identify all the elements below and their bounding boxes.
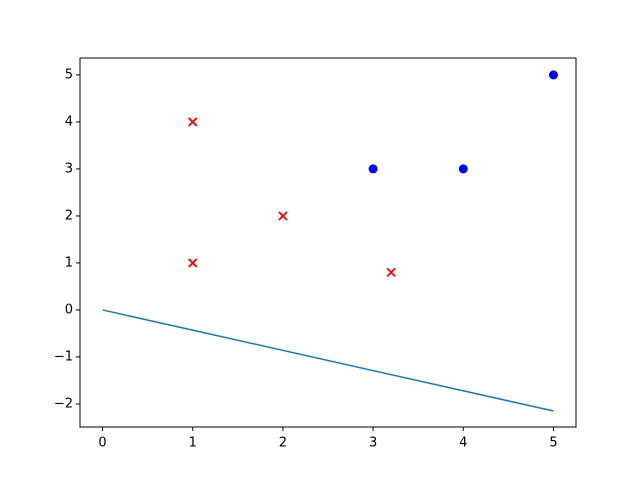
point (548, 70, 558, 80)
x-tick-label: 5 (549, 436, 557, 451)
point (188, 258, 198, 268)
y-tick-label: −1 (54, 349, 73, 364)
y-tick-label: 3 (65, 161, 73, 176)
point (188, 117, 198, 127)
plot-frame (79, 57, 577, 428)
y-tick-label: 0 (65, 302, 73, 317)
point (458, 164, 468, 174)
y-tick-label: 1 (65, 255, 73, 270)
y-tick-label: −2 (54, 396, 73, 411)
point (386, 267, 396, 277)
y-tick-label: 2 (65, 208, 73, 223)
x-tick-label: 3 (369, 436, 377, 451)
line (102, 309, 554, 412)
x-tick-label: 4 (459, 436, 467, 451)
x-tick-label: 1 (189, 436, 197, 451)
x-tick-label: 0 (98, 436, 106, 451)
point (368, 164, 378, 174)
y-tick-label: 4 (65, 114, 73, 129)
point (278, 211, 288, 221)
y-tick-label: 5 (65, 67, 73, 82)
x-tick-label: 2 (279, 436, 287, 451)
